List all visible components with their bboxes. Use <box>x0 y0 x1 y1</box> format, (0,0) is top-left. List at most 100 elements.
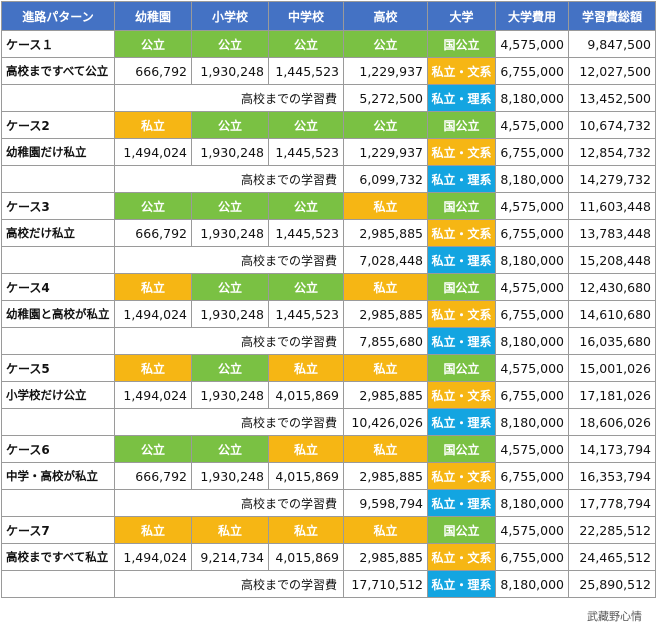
empty-cell <box>2 490 115 517</box>
subtotal-value: 6,099,732 <box>344 166 428 193</box>
school-cost: 1,229,937 <box>344 139 428 166</box>
total-cost: 15,208,448 <box>569 247 656 274</box>
university-type-badge: 私立・文系 <box>428 301 496 328</box>
case-description: 幼稚園と高校が私立 <box>2 301 115 328</box>
school-cost: 2,985,885 <box>344 382 428 409</box>
school-type-badge: 公立 <box>344 112 428 139</box>
university-cost: 6,755,000 <box>496 544 569 571</box>
empty-cell <box>2 247 115 274</box>
total-cost: 14,610,680 <box>569 301 656 328</box>
university-type-badge: 国公立 <box>428 436 496 463</box>
subtotal-label: 高校までの学習費 <box>115 166 344 193</box>
header-elementary: 小学校 <box>192 2 269 31</box>
school-type-badge: 公立 <box>192 112 269 139</box>
case-description: 小学校だけ公立 <box>2 382 115 409</box>
school-cost: 1,445,523 <box>269 220 344 247</box>
university-cost: 4,575,000 <box>496 355 569 382</box>
school-type-badge: 公立 <box>115 31 192 58</box>
university-type-badge: 国公立 <box>428 517 496 544</box>
case-description: 高校まですべて公立 <box>2 58 115 85</box>
school-cost: 4,015,869 <box>269 544 344 571</box>
university-cost: 6,755,000 <box>496 382 569 409</box>
school-cost: 1,229,937 <box>344 58 428 85</box>
school-type-badge: 私立 <box>344 355 428 382</box>
header-row: 進路パターン 幼稚園 小学校 中学校 高校 大学 大学費用 学習費総額 <box>2 2 656 31</box>
subtotal-value: 5,272,500 <box>344 85 428 112</box>
university-type-badge: 私立・文系 <box>428 544 496 571</box>
total-cost: 11,603,448 <box>569 193 656 220</box>
school-cost: 1,445,523 <box>269 58 344 85</box>
university-type-badge: 国公立 <box>428 31 496 58</box>
school-type-badge: 公立 <box>192 355 269 382</box>
header-course-pattern: 進路パターン <box>2 2 115 31</box>
empty-cell <box>2 409 115 436</box>
university-cost: 4,575,000 <box>496 274 569 301</box>
university-cost: 4,575,000 <box>496 436 569 463</box>
school-type-badge: 私立 <box>269 517 344 544</box>
empty-cell <box>2 166 115 193</box>
school-type-badge: 私立 <box>344 193 428 220</box>
university-cost: 8,180,000 <box>496 409 569 436</box>
university-type-badge: 私立・文系 <box>428 58 496 85</box>
school-cost: 2,985,885 <box>344 463 428 490</box>
total-cost: 17,181,026 <box>569 382 656 409</box>
school-cost: 9,214,734 <box>192 544 269 571</box>
university-cost: 6,755,000 <box>496 58 569 85</box>
school-type-badge: 公立 <box>115 436 192 463</box>
total-cost: 15,001,026 <box>569 355 656 382</box>
subtotal-value: 7,855,680 <box>344 328 428 355</box>
university-cost: 6,755,000 <box>496 301 569 328</box>
school-type-badge: 公立 <box>269 112 344 139</box>
case-title: ケース4 <box>2 274 115 301</box>
header-university-cost: 大学費用 <box>496 2 569 31</box>
case-title: ケース5 <box>2 355 115 382</box>
school-type-badge: 私立 <box>115 274 192 301</box>
case-title: ケース7 <box>2 517 115 544</box>
school-cost: 1,930,248 <box>192 463 269 490</box>
case-description: 中学・高校が私立 <box>2 463 115 490</box>
case-description: 高校まですべて私立 <box>2 544 115 571</box>
case-title: ケース3 <box>2 193 115 220</box>
university-type-badge: 私立・文系 <box>428 382 496 409</box>
school-cost: 1,494,024 <box>115 382 192 409</box>
university-cost: 4,575,000 <box>496 517 569 544</box>
university-type-badge: 国公立 <box>428 355 496 382</box>
university-type-badge: 国公立 <box>428 112 496 139</box>
total-cost: 17,778,794 <box>569 490 656 517</box>
subtotal-value: 17,710,512 <box>344 571 428 598</box>
total-cost: 12,027,500 <box>569 58 656 85</box>
school-type-badge: 公立 <box>115 193 192 220</box>
header-high-school: 高校 <box>344 2 428 31</box>
header-total-cost: 学習費総額 <box>569 2 656 31</box>
university-cost: 8,180,000 <box>496 571 569 598</box>
case-title: ケース6 <box>2 436 115 463</box>
school-cost: 1,930,248 <box>192 220 269 247</box>
total-cost: 13,783,448 <box>569 220 656 247</box>
total-cost: 12,430,680 <box>569 274 656 301</box>
header-junior-high: 中学校 <box>269 2 344 31</box>
subtotal-label: 高校までの学習費 <box>115 328 344 355</box>
empty-cell <box>2 571 115 598</box>
university-cost: 8,180,000 <box>496 166 569 193</box>
school-cost: 666,792 <box>115 58 192 85</box>
school-type-badge: 私立 <box>115 355 192 382</box>
header-university: 大学 <box>428 2 496 31</box>
education-cost-table: 進路パターン 幼稚園 小学校 中学校 高校 大学 大学費用 学習費総額 ケース１… <box>1 1 656 598</box>
subtotal-label: 高校までの学習費 <box>115 247 344 274</box>
subtotal-label: 高校までの学習費 <box>115 571 344 598</box>
university-cost: 6,755,000 <box>496 463 569 490</box>
school-cost: 2,985,885 <box>344 301 428 328</box>
